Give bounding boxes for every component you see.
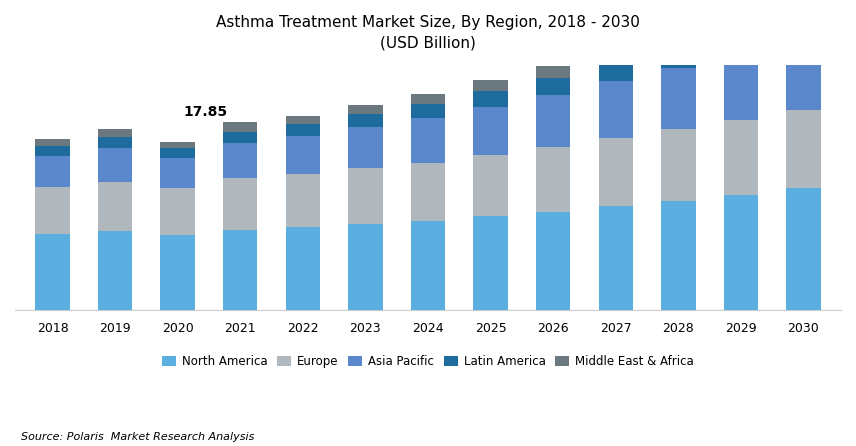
Bar — [223, 143, 258, 178]
Bar — [723, 54, 758, 120]
Bar — [223, 132, 258, 143]
Bar — [411, 103, 445, 118]
Text: 17.85: 17.85 — [184, 105, 228, 119]
Bar — [661, 49, 696, 68]
Bar — [473, 155, 508, 216]
Bar — [348, 105, 383, 114]
Bar — [723, 195, 758, 310]
Title: Asthma Treatment Market Size, By Region, 2018 - 2030
(USD Billion): Asthma Treatment Market Size, By Region,… — [216, 15, 640, 51]
Bar — [223, 230, 258, 310]
Bar — [286, 174, 320, 227]
Bar — [661, 68, 696, 129]
Text: Source: Polaris  Market Research Analysis: Source: Polaris Market Research Analysis — [21, 432, 255, 442]
Bar — [787, 110, 821, 189]
Bar — [35, 187, 69, 234]
Bar — [473, 107, 508, 155]
Bar — [473, 216, 508, 310]
Bar — [411, 163, 445, 221]
Bar — [160, 158, 195, 189]
Bar — [286, 227, 320, 310]
Bar — [35, 146, 69, 156]
Bar — [411, 221, 445, 310]
Bar — [787, 17, 821, 39]
Bar — [98, 129, 133, 137]
Bar — [98, 148, 133, 182]
Bar — [223, 178, 258, 230]
Legend: North America, Europe, Asia Pacific, Latin America, Middle East & Africa: North America, Europe, Asia Pacific, Lat… — [158, 350, 698, 373]
Bar — [473, 80, 508, 91]
Bar — [348, 168, 383, 224]
Bar — [787, 39, 821, 110]
Bar — [411, 118, 445, 163]
Bar — [787, 0, 821, 17]
Bar — [348, 127, 383, 168]
Bar — [598, 81, 633, 138]
Bar — [536, 66, 570, 78]
Bar — [35, 139, 69, 146]
Bar — [723, 34, 758, 54]
Bar — [536, 78, 570, 95]
Bar — [598, 206, 633, 310]
Bar — [348, 114, 383, 127]
Bar — [348, 224, 383, 310]
Bar — [598, 138, 633, 206]
Bar — [536, 147, 570, 212]
Bar — [661, 34, 696, 49]
Bar — [598, 50, 633, 63]
Bar — [223, 122, 258, 132]
Bar — [160, 148, 195, 158]
Bar — [286, 124, 320, 136]
Bar — [160, 189, 195, 235]
Bar — [98, 182, 133, 231]
Bar — [98, 137, 133, 148]
Bar — [598, 63, 633, 81]
Bar — [473, 91, 508, 107]
Bar — [35, 156, 69, 187]
Bar — [536, 212, 570, 310]
Bar — [411, 94, 445, 103]
Bar — [35, 234, 69, 310]
Bar — [661, 201, 696, 310]
Bar — [160, 141, 195, 148]
Bar — [787, 189, 821, 310]
Bar — [98, 231, 133, 310]
Bar — [661, 129, 696, 201]
Bar — [286, 116, 320, 124]
Bar — [723, 19, 758, 34]
Bar — [286, 136, 320, 174]
Bar — [160, 235, 195, 310]
Bar — [723, 120, 758, 195]
Bar — [536, 95, 570, 147]
